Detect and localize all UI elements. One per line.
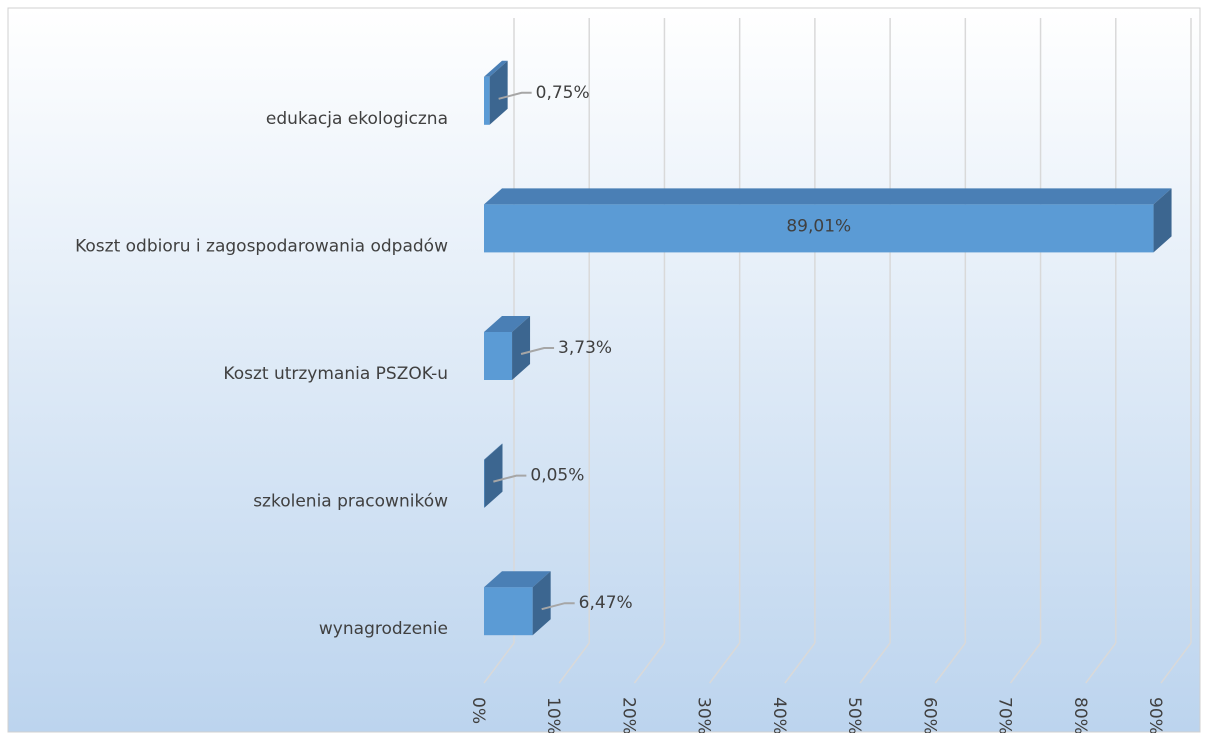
y-tick-label: Koszt utrzymania PSZOK-u [223, 364, 448, 384]
floor-grid-line [633, 642, 666, 684]
x-tick-label: 90% [1145, 697, 1165, 733]
data-label: 3,73% [558, 338, 612, 358]
x-tick-label: 30% [694, 697, 714, 733]
x-tick-label: 60% [919, 697, 939, 733]
bar-side [532, 571, 551, 636]
leader-line [493, 474, 527, 483]
floor-grid-line [558, 642, 590, 684]
x-tick-label: 50% [844, 697, 864, 733]
x-tick-label: 10% [543, 697, 563, 733]
x-tick-label: 0% [468, 697, 488, 724]
floor-grid-line [784, 642, 816, 684]
floor-grid-line [709, 642, 741, 684]
floor-grid-line [1160, 642, 1192, 684]
x-tick-label: 40% [769, 697, 789, 733]
y-tick-label: Koszt odbioru i zagospodarowania odpadów [75, 236, 448, 256]
leader-line [520, 347, 555, 355]
floor-grid-line [483, 642, 515, 684]
bar-top [484, 443, 503, 460]
chart-background [7, 7, 1201, 733]
bar [484, 459, 485, 508]
bar-top [484, 188, 1172, 205]
bar-top [484, 571, 551, 588]
x-tick-label: 20% [618, 697, 638, 733]
bar-side [484, 443, 503, 508]
bar-side [1153, 188, 1172, 253]
data-label: 89,01% [786, 216, 851, 236]
floor-grid-line [1009, 642, 1042, 684]
floor-grid-line [934, 642, 966, 684]
bar-side [512, 316, 531, 380]
bar-top [484, 60, 508, 77]
floor-grid-line [859, 642, 891, 684]
bar [484, 587, 533, 636]
floor-grid-line [1085, 642, 1117, 684]
bar [484, 76, 490, 125]
data-label: 0,05% [530, 466, 584, 486]
x-tick-label: 70% [995, 697, 1015, 733]
bar [484, 204, 1154, 253]
y-tick-label: szkolenia pracowników [253, 492, 448, 512]
leader-line [498, 91, 532, 100]
data-label: 6,47% [579, 593, 633, 613]
bar-side [489, 60, 508, 125]
bar [484, 332, 513, 380]
y-tick-label: edukacja ekologiczna [266, 109, 448, 129]
bar-top [484, 316, 531, 332]
data-label: 0,75% [536, 83, 590, 103]
leader-line [541, 602, 575, 611]
x-tick-label: 80% [1070, 697, 1090, 733]
y-tick-label: wynagrodzenie [319, 619, 448, 639]
